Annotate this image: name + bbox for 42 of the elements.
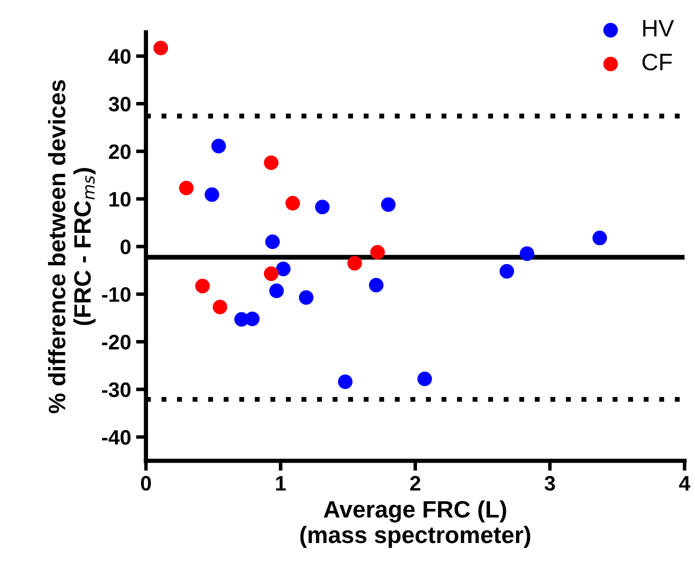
point (298, 290, 314, 305)
point (520, 246, 534, 261)
y-tick-label: 30 (108, 96, 131, 112)
point (264, 155, 278, 170)
point (211, 138, 226, 154)
legend-label: HV (643, 20, 674, 36)
y-tick-label: -40 (102, 430, 131, 445)
point (212, 300, 228, 314)
point (285, 196, 300, 210)
point (265, 234, 280, 250)
y-axis-title: % difference between devices (FRC - FRC$_{ms}$) (48, 80, 96, 414)
point (204, 187, 220, 202)
point (381, 197, 396, 212)
point (592, 230, 608, 246)
point (179, 180, 194, 196)
y-tick-label: 20 (108, 144, 131, 160)
point (276, 262, 291, 276)
point (269, 284, 284, 298)
point (153, 40, 168, 56)
y-tick-label: 10 (110, 192, 131, 207)
x-tick-label: 0 (140, 476, 151, 491)
point (264, 266, 278, 281)
point (195, 278, 210, 294)
point (245, 312, 260, 326)
point (368, 278, 384, 292)
point (338, 374, 353, 390)
x-axis-title: Average FRC (L) (mass spectrometer) (300, 500, 530, 548)
point (417, 372, 432, 386)
x-tick-label: 4 (679, 476, 690, 490)
y-tick-label: 40 (108, 49, 131, 64)
point (370, 244, 385, 260)
y-tick-label: -20 (102, 334, 131, 350)
point (500, 264, 514, 279)
legend-label: CF (642, 54, 672, 70)
x-tick-label: 3 (544, 476, 555, 491)
y-tick-label: -10 (102, 287, 131, 302)
x-tick-label: 2 (410, 476, 420, 490)
y-tick-label: -30 (102, 382, 131, 398)
y-tick-label: 0 (120, 240, 131, 254)
point (315, 200, 330, 214)
x-tick-label: 1 (276, 476, 286, 490)
point (347, 256, 362, 270)
